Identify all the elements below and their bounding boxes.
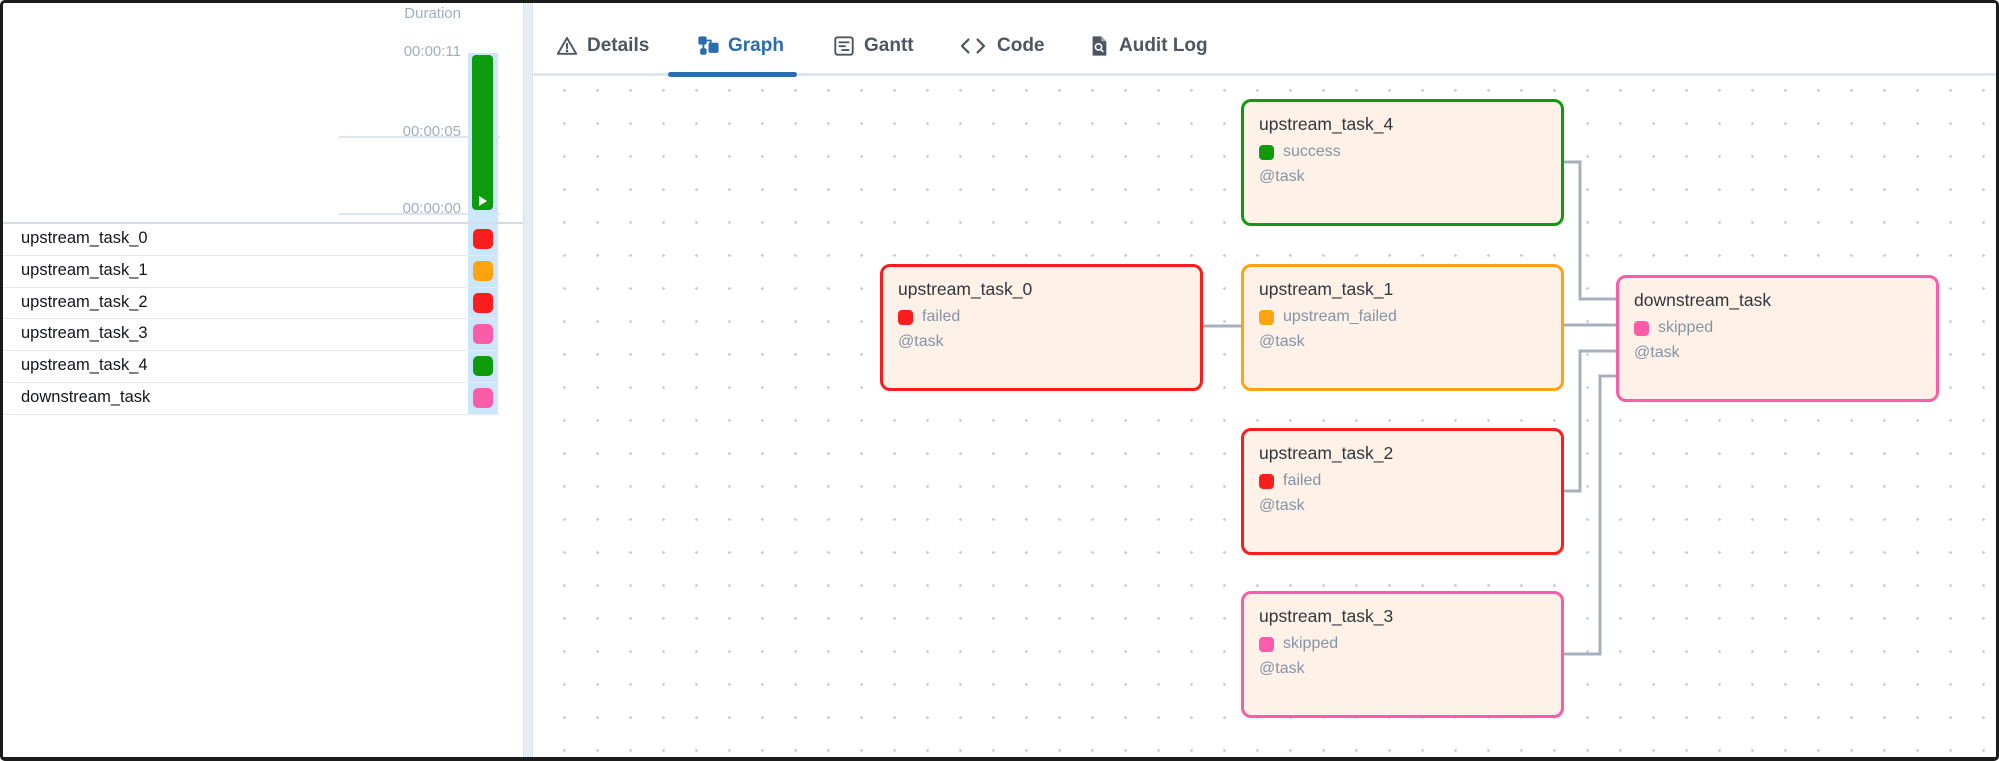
active-tab-underline: [668, 72, 797, 77]
task-row[interactable]: upstream_task_0: [3, 224, 500, 256]
node-title: downstream_task: [1634, 290, 1772, 310]
graph-canvas[interactable]: upstream_task_4 success @task upstream_task…: [533, 76, 1996, 757]
task-instance-status-square[interactable]: [473, 229, 493, 249]
code-icon: [958, 35, 988, 57]
status-color-square: [1259, 309, 1274, 325]
node-title: upstream_task_1: [1259, 279, 1394, 299]
task-list: upstream_task_0 upstream_task_1 upstream_t…: [3, 224, 523, 415]
duration-column-header: Duration: [404, 5, 461, 22]
status-color-square: [1634, 320, 1649, 336]
node-status-text: failed: [922, 308, 961, 325]
grid-panel: Duration 00:00:11 00:00:05 00:00:00 upst…: [3, 3, 523, 757]
tab-label: Code: [997, 35, 1045, 56]
node-decorator: @task: [1259, 660, 1305, 677]
tab-label: Audit Log: [1119, 35, 1208, 56]
node-title: upstream_task_3: [1259, 606, 1394, 626]
tab-gantt[interactable]: Gantt: [833, 31, 914, 61]
node-decorator: @task: [1259, 497, 1305, 514]
task-name[interactable]: upstream_task_3: [21, 324, 148, 343]
node-status-row: failed: [1259, 472, 1546, 490]
tab-label: Details: [587, 35, 650, 56]
task-row[interactable]: upstream_task_2: [3, 288, 500, 320]
tab-label: Graph: [728, 35, 784, 56]
status-color-square: [898, 309, 913, 325]
grid-header-separator: [3, 222, 523, 224]
task-name[interactable]: downstream_task: [21, 387, 151, 406]
node-decorator: @task: [1634, 344, 1680, 361]
graph-edges-layer: [1203, 160, 1616, 656]
tab-bar-border: [533, 73, 1996, 76]
task-name[interactable]: upstream_task_2: [21, 292, 148, 311]
task-instance-status-square[interactable]: [473, 356, 493, 377]
node-status-row: failed: [898, 308, 1185, 326]
graph-icon: [697, 35, 719, 57]
duration-axis-tick: 00:00:11: [403, 43, 461, 60]
play-icon: [479, 196, 487, 206]
warning-triangle-icon: [556, 35, 578, 57]
tab-bar: Details Graph Gantt Code Audit Log: [533, 3, 1996, 77]
details-panel: Details Graph Gantt Code Audit Log upstream_…: [533, 3, 1996, 757]
task-name[interactable]: upstream_task_0: [21, 229, 148, 247]
graph-edge: [1564, 374, 1616, 656]
node-decorator: @task: [1259, 333, 1305, 350]
node-status-row: skipped: [1634, 319, 1921, 337]
node-status-text: skipped: [1658, 319, 1714, 336]
panel-resizer[interactable]: [523, 3, 533, 757]
tab-code[interactable]: Code: [958, 31, 1045, 61]
task-row[interactable]: upstream_task_1: [3, 256, 500, 288]
duration-gridline: [339, 136, 500, 138]
tab-label: Gantt: [864, 35, 914, 56]
graph-edge: [1564, 160, 1616, 301]
task-row[interactable]: upstream_task_4: [3, 351, 500, 383]
task-name[interactable]: upstream_task_1: [21, 260, 148, 279]
node-title: upstream_task_0: [898, 279, 1033, 299]
task-instance-status-square[interactable]: [473, 387, 493, 408]
task-name[interactable]: upstream_task_4: [21, 356, 148, 375]
audit-log-icon: [1088, 35, 1110, 57]
task-instance-status-square[interactable]: [473, 292, 493, 313]
node-status-row: skipped: [1259, 635, 1546, 653]
node-decorator: @task: [898, 333, 944, 350]
tab-graph[interactable]: Graph: [697, 31, 784, 61]
node-status-row: success: [1259, 143, 1546, 161]
node-title: upstream_task_2: [1259, 443, 1394, 463]
status-color-square: [1259, 473, 1274, 489]
duration-gridline: [339, 213, 500, 215]
status-color-square: [1259, 144, 1274, 160]
tab-details[interactable]: Details: [556, 31, 649, 61]
node-decorator: @task: [1259, 168, 1305, 185]
node-status-row: upstream_failed: [1259, 308, 1546, 326]
gantt-icon: [833, 35, 855, 57]
node-status-text: skipped: [1283, 635, 1339, 652]
task-row[interactable]: downstream_task: [3, 383, 500, 415]
duration-axis-tick: 00:00:05: [402, 123, 461, 140]
status-color-square: [1259, 636, 1274, 652]
graph-node-upstream_task_1[interactable]: upstream_task_1 upstream_failed @task: [1241, 264, 1564, 391]
node-status-text: success: [1283, 143, 1341, 160]
tab-audit-log[interactable]: Audit Log: [1088, 31, 1208, 61]
graph-edge: [1564, 349, 1616, 493]
task-instance-status-square[interactable]: [473, 260, 493, 281]
duration-axis-tick: 00:00:00: [402, 200, 461, 217]
node-status-text: failed: [1283, 472, 1322, 489]
task-row[interactable]: upstream_task_3: [3, 319, 500, 352]
node-title: upstream_task_4: [1259, 114, 1394, 134]
duration-bar[interactable]: [472, 55, 493, 210]
task-instance-status-square[interactable]: [473, 324, 493, 345]
node-status-text: upstream_failed: [1283, 308, 1397, 325]
